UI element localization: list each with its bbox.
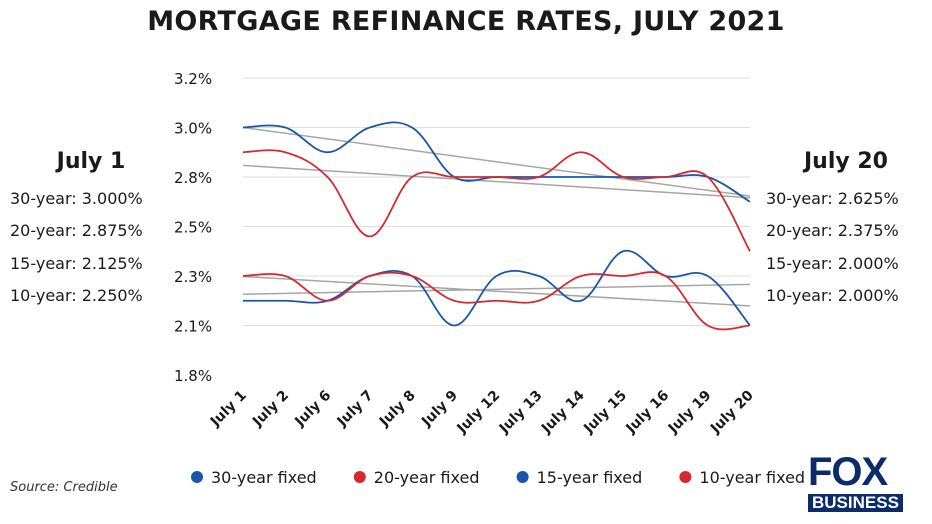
july1-20year: 20-year: 2.875% <box>10 221 143 240</box>
x-tick-label: July 15 <box>580 388 630 438</box>
x-tick-label: July 8 <box>376 388 419 431</box>
july20-summary: July 20 30-year: 2.625% 20-year: 2.375% … <box>766 146 926 313</box>
july1-summary: July 1 30-year: 3.000% 20-year: 2.875% 1… <box>10 146 172 313</box>
legend-label: 30-year fixed <box>211 468 317 487</box>
y-tick-label: 2.8% <box>174 169 212 187</box>
legend-label: 10-year fixed <box>699 468 805 487</box>
x-tick-label: July 13 <box>496 388 546 438</box>
trendline <box>242 126 751 197</box>
y-tick-label: 2.1% <box>174 318 212 336</box>
july20-15year: 15-year: 2.000% <box>766 253 899 273</box>
july1-heading: July 1 <box>56 149 126 174</box>
july1-10year: 10-year: 2.250% <box>10 286 143 305</box>
y-tick-label: 1.8% <box>174 367 212 385</box>
trendline <box>242 283 751 295</box>
x-tick-label: July 20 <box>707 387 757 437</box>
july20-20year: 20-year: 2.375% <box>766 221 899 240</box>
july1-15year: 15-year: 2.125% <box>10 253 143 273</box>
legend-marker <box>516 471 529 483</box>
fox-logo-text: FOX <box>808 450 888 494</box>
y-tick-label: 2.5% <box>174 219 212 237</box>
july20-10year: 10-year: 2.000% <box>766 286 899 305</box>
series-line <box>242 271 751 331</box>
y-tick-label: 2.3% <box>174 268 212 286</box>
series-line <box>243 249 751 327</box>
fox-business-logo: FOX BUSINESS <box>808 452 924 512</box>
business-logo-text: BUSINESS <box>808 494 903 512</box>
x-tick-label: July 16 <box>622 388 672 438</box>
series-line <box>242 149 751 252</box>
x-tick-label: July 14 <box>538 387 588 437</box>
trendline <box>242 164 751 199</box>
y-tick-label: 3.2% <box>174 70 212 88</box>
x-tick-label: July 12 <box>453 388 503 438</box>
july20-heading: July 20 <box>803 149 888 174</box>
x-tick-label: July 1 <box>207 388 250 431</box>
source-credit: Source: Credible <box>10 480 118 495</box>
x-tick-label: July 6 <box>291 388 334 431</box>
x-tick-label: July 2 <box>249 388 292 431</box>
legend-label: 15-year fixed <box>537 468 643 487</box>
x-tick-label: July 19 <box>665 388 715 438</box>
legend-marker <box>353 471 366 483</box>
legend-label: 20-year fixed <box>374 468 480 487</box>
page-title: MORTGAGE REFINANCE RATES, JULY 2021 <box>147 6 785 37</box>
trendline <box>242 275 751 307</box>
y-tick-label: 3.0% <box>174 120 212 138</box>
july20-30year: 30-year: 2.625% <box>766 188 899 208</box>
x-tick-label: July 7 <box>334 388 377 431</box>
legend-marker <box>679 471 692 483</box>
legend-marker <box>191 471 203 483</box>
july1-30year: 30-year: 3.000% <box>10 188 143 208</box>
